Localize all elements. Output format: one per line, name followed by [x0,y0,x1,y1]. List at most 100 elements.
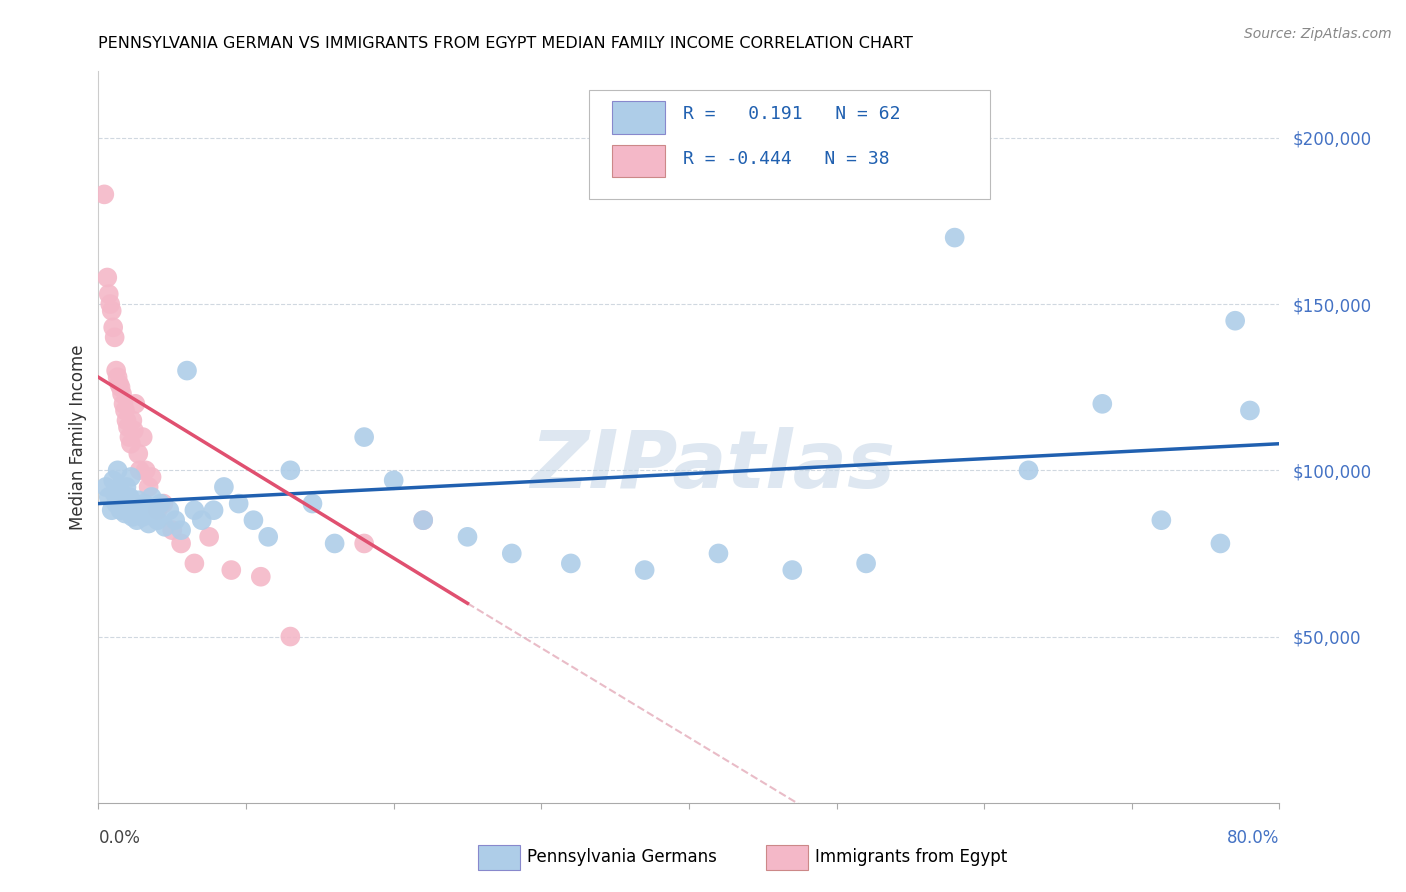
Point [124,507,146,521]
Point [412,513,434,527]
Text: R = -0.444   N = 38: R = -0.444 N = 38 [683,150,890,168]
Text: R =   0.191   N = 62: R = 0.191 N = 62 [683,104,900,123]
Point [162,523,183,537]
Point [141,490,163,504]
Point [191,513,214,527]
Point [183,557,205,571]
Point [98,297,121,311]
Point [104,486,127,500]
Point [212,480,235,494]
Point [100,303,122,318]
Point [108,480,131,494]
Point [132,430,155,444]
Point [111,490,134,504]
Point [1239,403,1261,417]
Point [560,557,582,571]
Point [110,380,132,394]
Point [132,509,155,524]
Point [1150,513,1173,527]
Point [114,403,136,417]
Point [153,520,176,534]
Point [138,480,160,494]
Point [114,507,136,521]
Point [707,546,730,560]
Text: Pennsylvania Germans: Pennsylvania Germans [527,848,717,866]
Point [118,430,141,444]
Point [121,413,143,427]
Point [115,480,138,494]
Point [138,516,160,531]
Point [257,530,280,544]
Point [250,570,273,584]
Point [323,536,346,550]
Y-axis label: Median Family Income: Median Family Income [69,344,87,530]
Point [456,530,478,544]
Point [112,497,135,511]
Point [141,470,163,484]
Point [198,530,221,544]
Point [107,370,129,384]
Point [104,330,127,344]
Point [122,497,145,511]
Point [278,630,302,644]
Text: Source: ZipAtlas.com: Source: ZipAtlas.com [1244,27,1392,41]
Point [107,463,129,477]
Point [127,447,149,461]
Point [128,463,150,477]
Point [170,523,193,537]
Point [143,503,166,517]
Point [501,546,523,560]
Point [170,536,193,550]
Point [242,513,264,527]
Point [152,497,174,511]
Point [124,397,146,411]
Point [219,563,242,577]
Point [115,413,138,427]
Point [1209,536,1232,550]
Point [943,230,966,244]
Point [105,497,128,511]
Point [149,497,172,511]
FancyBboxPatch shape [589,90,990,200]
Point [118,490,141,504]
Point [782,563,804,577]
Point [202,503,225,517]
Point [100,503,122,517]
Point [1223,314,1246,328]
Point [157,503,180,517]
Point [146,503,169,517]
Point [110,503,132,517]
Point [103,320,125,334]
Point [1017,463,1039,477]
Point [228,497,250,511]
Point [633,563,655,577]
Point [121,509,143,524]
Point [117,503,139,517]
Point [96,270,118,285]
Point [278,463,302,477]
Point [112,397,135,411]
Point [382,473,405,487]
Point [103,473,125,487]
Point [176,363,198,377]
Point [97,490,120,504]
FancyBboxPatch shape [612,101,665,134]
Point [134,497,156,511]
Point [165,513,187,527]
Point [108,376,131,391]
Point [353,536,375,550]
Point [301,497,323,511]
Point [353,430,375,444]
Point [183,503,205,517]
Point [135,463,157,477]
Point [1091,397,1114,411]
Text: PENNSYLVANIA GERMAN VS IMMIGRANTS FROM EGYPT MEDIAN FAMILY INCOME CORRELATION CH: PENNSYLVANIA GERMAN VS IMMIGRANTS FROM E… [98,36,914,51]
Point [97,287,120,301]
Point [111,387,134,401]
Point [120,470,142,484]
Point [120,436,142,450]
FancyBboxPatch shape [612,145,665,178]
Text: Immigrants from Egypt: Immigrants from Egypt [815,848,1008,866]
Text: 80.0%: 80.0% [1227,829,1279,847]
Point [122,424,145,438]
